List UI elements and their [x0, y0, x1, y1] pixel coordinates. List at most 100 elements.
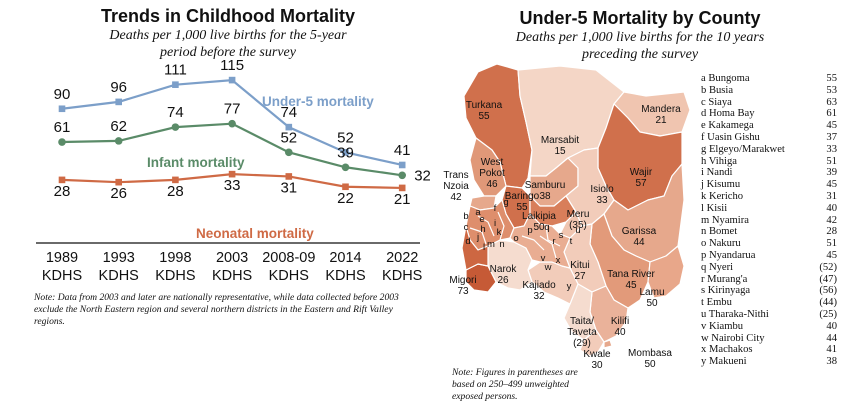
data-label: 52 — [337, 129, 354, 146]
county-letter: m — [487, 239, 495, 250]
legend-row: q Nyeri (52) — [701, 262, 837, 275]
data-point — [228, 170, 236, 178]
data-point — [115, 178, 122, 186]
data-point — [342, 183, 349, 191]
county-value-label: 50 — [533, 222, 545, 233]
data-label: 61 — [54, 119, 71, 136]
legend-county: j Kisumu — [701, 179, 741, 191]
legend-county: q Nyeri — [701, 261, 734, 273]
county-letter: y — [567, 281, 572, 292]
legend-row: v Kiambu 40 — [701, 321, 837, 334]
line-chart-note: Note: Data from 2003 and later are natio… — [34, 292, 399, 327]
x-tick-survey: KDHS — [269, 268, 309, 284]
county-value-label: 42 — [450, 192, 462, 203]
county-name-label: Kwale — [583, 349, 611, 360]
legend-row: g Elgeyo/Marakwet 33 — [701, 144, 837, 157]
map-note-1: Note: Figures in parentheses are — [452, 367, 578, 378]
legend-value: 55 — [826, 73, 837, 84]
legend-value: 41 — [826, 344, 837, 356]
x-tick-survey: KDHS — [382, 268, 422, 284]
legend-county: b Busia — [701, 84, 734, 96]
county-letter: f — [494, 203, 497, 214]
county-letter: d — [465, 236, 470, 247]
legend-value: (25) — [819, 309, 837, 320]
map-subtitle-1: Deaths per 1,000 live births for the 10 … — [515, 30, 765, 45]
data-label: 90 — [54, 86, 71, 103]
legend-value: 45 — [826, 250, 837, 261]
county-letter: x — [556, 255, 561, 266]
data-label: 32 — [414, 167, 430, 184]
data-label: 52 — [280, 129, 297, 146]
county-value-label: 55 — [516, 202, 528, 213]
legend-county: y Makueni — [701, 356, 747, 368]
legend-value: 31 — [826, 191, 837, 202]
data-label: 22 — [337, 190, 354, 207]
legend-value: 45 — [826, 179, 837, 191]
county-value-label: 33 — [596, 195, 608, 206]
legend-value: 40 — [826, 320, 837, 332]
x-tick-survey: KDHS — [325, 268, 365, 284]
county-letter: r — [552, 236, 555, 247]
map-subtitle-2: preceding the survey — [581, 47, 699, 62]
county-value-label: (29) — [573, 338, 591, 349]
legend-county: g Elgeyo/Marakwet — [701, 143, 785, 155]
data-point — [58, 138, 66, 146]
county-name-label: Trans Nzoia — [443, 170, 469, 192]
county-name-label: Garissa — [622, 226, 657, 237]
county-value-label: 21 — [655, 115, 667, 126]
county-value-label: 38 — [539, 191, 551, 202]
data-label: 21 — [394, 191, 411, 208]
series-label: Under-5 mortality — [262, 94, 374, 109]
legend-value: 51 — [826, 238, 837, 250]
county-name-label: Laikipia — [522, 211, 556, 222]
county-value-label: 27 — [574, 271, 586, 282]
county-letter: u — [575, 225, 580, 236]
legend-row: r Murang'a (47) — [701, 274, 837, 287]
county-name-label: Marsabit — [541, 135, 580, 146]
data-point — [342, 149, 349, 156]
data-point — [58, 105, 66, 113]
legend-value: (47) — [819, 273, 837, 285]
legend-value: 40 — [826, 202, 837, 214]
county-value-label: 73 — [457, 286, 469, 297]
legend-county: w Nairobi City — [701, 332, 765, 344]
legend-county: s Kirinyaga — [701, 285, 751, 297]
data-label: 41 — [394, 142, 411, 159]
county-name-label: Lamu — [639, 287, 664, 298]
data-label: 28 — [167, 183, 184, 200]
county-letter: a — [475, 207, 481, 218]
legend-row: a Bungoma 55 — [701, 73, 837, 86]
county-letter: s — [559, 230, 564, 241]
legend-county: u Tharaka-Nithi — [701, 309, 769, 320]
legend-value: (44) — [819, 297, 837, 309]
data-point — [398, 171, 407, 180]
county-value-label: 15 — [554, 146, 566, 157]
data-label: 74 — [167, 104, 184, 121]
county-letter: q — [544, 222, 549, 233]
legend-county: l Kisii — [701, 202, 728, 214]
county-name-label: Kitui — [570, 260, 589, 271]
county-letter: h — [480, 224, 485, 235]
legend-row: x Machakos 41 — [701, 344, 837, 357]
x-tick-label: 2022 — [386, 250, 418, 266]
data-point — [341, 163, 350, 172]
legend-county: k Kericho — [701, 191, 744, 202]
legend-value: 28 — [826, 226, 837, 238]
data-point — [228, 119, 236, 128]
county-name-label: Mombasa — [628, 348, 672, 359]
data-label: 31 — [280, 179, 297, 196]
legend-county: h Vihiga — [701, 155, 737, 167]
county-name-label: Tana River — [607, 269, 655, 280]
data-point — [285, 173, 293, 180]
legend-row: m Nyamira 42 — [701, 215, 837, 228]
legend-county: e Kakamega — [701, 120, 754, 132]
county-letter: k — [497, 227, 502, 238]
legend-county: a Bungoma — [701, 73, 750, 84]
data-point — [114, 137, 123, 145]
legend-county: n Bomet — [701, 226, 738, 238]
line-chart-subtitle-1: Deaths per 1,000 live births for the 5-y… — [109, 28, 347, 43]
county-name-label: Samburu — [525, 180, 566, 191]
legend-county: m Nyamira — [701, 214, 749, 226]
map-note-3: exposed persons. — [452, 391, 518, 402]
